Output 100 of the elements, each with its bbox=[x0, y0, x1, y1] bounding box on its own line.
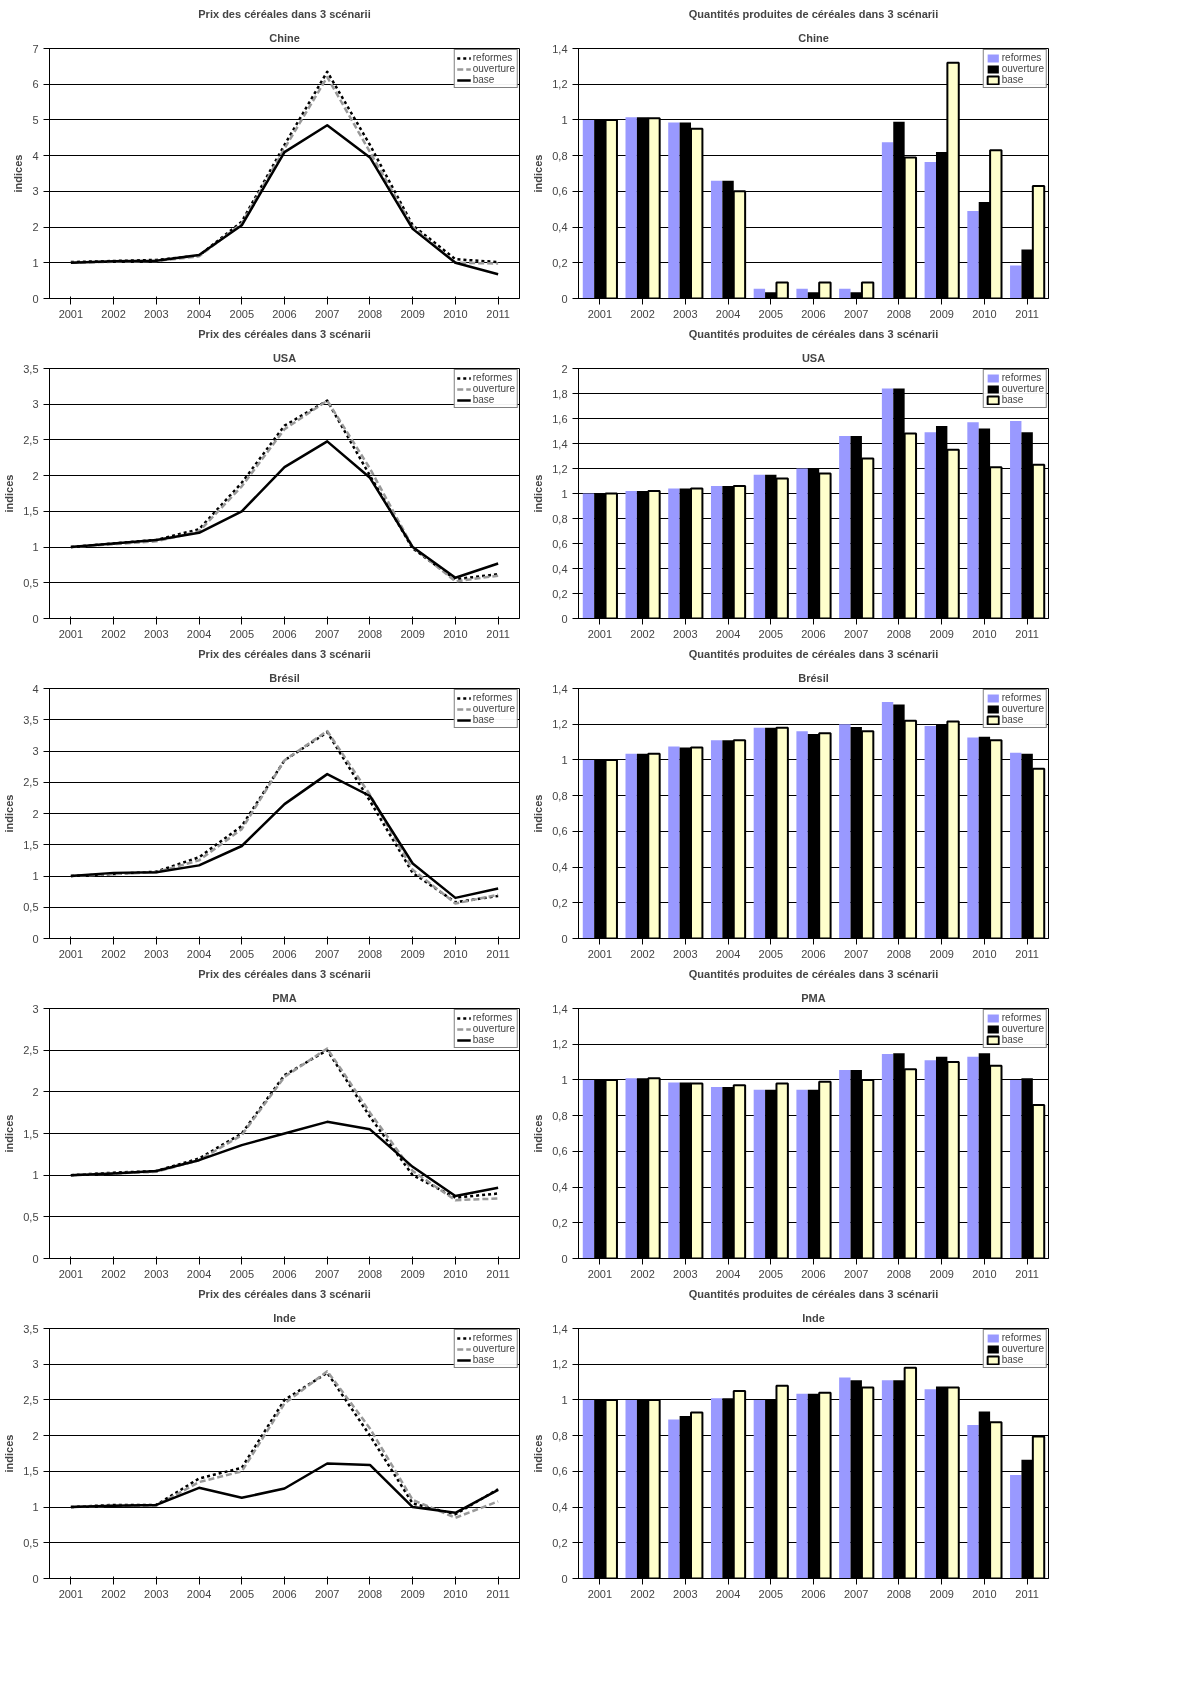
y-tick-label: 1,4 bbox=[552, 1322, 568, 1335]
y-tick-label: 0,4 bbox=[552, 1501, 568, 1514]
x-tick-label: 2006 bbox=[272, 1587, 297, 1600]
y-tick-label: 1 bbox=[561, 1073, 568, 1086]
x-tick-label: 2011 bbox=[486, 627, 510, 640]
legend-label: ouverture bbox=[1001, 383, 1044, 394]
x-tick-label: 2010 bbox=[972, 627, 997, 640]
y-tick-label: 2 bbox=[32, 1085, 39, 1098]
legend-label: reformes bbox=[1001, 52, 1042, 63]
y-tick-label: 3 bbox=[32, 185, 39, 198]
y-tick-label: 1,8 bbox=[552, 387, 568, 400]
chart-title: Prix des céréales dans 3 scénarii bbox=[198, 327, 371, 340]
x-tick-label: 2008 bbox=[886, 627, 912, 640]
x-tick-label: 2011 bbox=[1015, 947, 1039, 960]
legend-label: ouverture bbox=[472, 1023, 515, 1034]
y-tick-label: 1,4 bbox=[552, 437, 568, 450]
y-tick-label: 0,2 bbox=[552, 1536, 568, 1549]
x-tick-label: 2009 bbox=[400, 1267, 425, 1280]
x-tick-label: 2007 bbox=[314, 947, 340, 960]
y-tick-label: 2,5 bbox=[23, 433, 39, 446]
chart-subtitle: Chine bbox=[798, 31, 829, 44]
y-axis-title: indices bbox=[532, 1114, 545, 1153]
x-tick-label: 2004 bbox=[715, 947, 741, 960]
x-tick-label: 2003 bbox=[144, 1587, 169, 1600]
x-tick-label: 2003 bbox=[144, 947, 169, 960]
x-tick-label: 2007 bbox=[843, 947, 869, 960]
legend-label: base bbox=[472, 394, 495, 405]
chart-subtitle: USA bbox=[801, 351, 826, 364]
y-tick-label: 1,2 bbox=[552, 78, 568, 91]
y-axis-title: indices bbox=[532, 794, 545, 833]
x-tick-label: 2007 bbox=[843, 627, 869, 640]
x-tick-label: 2008 bbox=[357, 627, 383, 640]
legend-label: ouverture bbox=[472, 1343, 515, 1354]
y-tick-label: 0,2 bbox=[552, 1216, 568, 1229]
y-tick-label: 0,8 bbox=[552, 512, 568, 525]
y-tick-label: 0,4 bbox=[552, 861, 568, 874]
y-tick-label: 1,2 bbox=[552, 718, 568, 731]
y-tick-label: 0,6 bbox=[552, 825, 568, 838]
y-tick-label: 0 bbox=[32, 932, 39, 945]
x-tick-label: 2003 bbox=[144, 1267, 169, 1280]
y-tick-label: 0,8 bbox=[552, 789, 568, 802]
y-tick-label: 1,5 bbox=[23, 505, 39, 518]
chart-title: Prix des céréales dans 3 scénarii bbox=[198, 1287, 371, 1300]
y-tick-label: 0 bbox=[561, 1252, 568, 1265]
chart-title: Prix des céréales dans 3 scénarii bbox=[198, 647, 371, 660]
y-tick-label: 3,5 bbox=[23, 713, 39, 726]
x-tick-label: 2011 bbox=[1015, 1267, 1039, 1280]
y-tick-label: 0,4 bbox=[552, 1181, 568, 1194]
x-tick-label: 2009 bbox=[400, 307, 425, 320]
x-tick-label: 2001 bbox=[587, 307, 613, 320]
y-axis-title: indices bbox=[3, 1434, 16, 1473]
x-tick-label: 2004 bbox=[186, 1267, 212, 1280]
y-tick-label: 5 bbox=[32, 113, 39, 126]
y-tick-label: 2 bbox=[32, 807, 39, 820]
x-tick-label: 2008 bbox=[886, 1587, 912, 1600]
y-tick-label: 0,8 bbox=[552, 1429, 568, 1442]
y-axis-title: indices bbox=[3, 1114, 16, 1153]
x-tick-label: 2006 bbox=[272, 947, 297, 960]
x-tick-label: 2004 bbox=[186, 1587, 212, 1600]
x-tick-label: 2003 bbox=[673, 307, 698, 320]
legend-label: reformes bbox=[1001, 692, 1042, 703]
x-tick-label: 2002 bbox=[101, 1267, 126, 1280]
legend-label: base bbox=[1001, 714, 1024, 725]
x-tick-label: 2001 bbox=[58, 627, 84, 640]
x-tick-label: 2002 bbox=[101, 1587, 126, 1600]
x-tick-label: 2010 bbox=[443, 627, 468, 640]
legend-label: reformes bbox=[1001, 372, 1042, 383]
y-tick-label: 2 bbox=[32, 1429, 39, 1442]
y-axis-title: indices bbox=[532, 154, 545, 193]
y-tick-label: 0,8 bbox=[552, 149, 568, 162]
x-tick-label: 2001 bbox=[587, 627, 613, 640]
y-axis-title: indices bbox=[3, 474, 16, 513]
x-tick-label: 2011 bbox=[486, 947, 510, 960]
x-tick-label: 2007 bbox=[843, 307, 869, 320]
y-tick-label: 0,8 bbox=[552, 1109, 568, 1122]
x-tick-label: 2007 bbox=[314, 1267, 340, 1280]
x-tick-label: 2010 bbox=[972, 1267, 997, 1280]
x-tick-label: 2010 bbox=[443, 1267, 468, 1280]
x-tick-label: 2008 bbox=[357, 1587, 383, 1600]
y-tick-label: 1 bbox=[561, 753, 568, 766]
x-tick-label: 2003 bbox=[144, 627, 169, 640]
x-tick-label: 2003 bbox=[673, 627, 698, 640]
x-tick-label: 2006 bbox=[272, 627, 297, 640]
x-tick-label: 2004 bbox=[186, 307, 212, 320]
y-tick-label: 7 bbox=[32, 42, 39, 55]
x-tick-label: 2002 bbox=[101, 627, 126, 640]
legend-label: reformes bbox=[472, 372, 513, 383]
y-tick-label: 1,2 bbox=[552, 462, 568, 475]
legend-label: reformes bbox=[1001, 1332, 1042, 1343]
legend-label: ouverture bbox=[472, 383, 515, 394]
y-tick-label: 3,5 bbox=[23, 362, 39, 375]
x-tick-label: 2007 bbox=[843, 1587, 869, 1600]
x-tick-label: 2010 bbox=[972, 307, 997, 320]
legend-label: base bbox=[1001, 1354, 1024, 1365]
y-tick-label: 2 bbox=[561, 362, 568, 375]
legend-label: base bbox=[472, 74, 495, 85]
y-tick-label: 2 bbox=[32, 221, 39, 234]
y-tick-label: 0,2 bbox=[552, 896, 568, 909]
x-tick-label: 2008 bbox=[886, 947, 912, 960]
x-tick-label: 2006 bbox=[801, 947, 826, 960]
